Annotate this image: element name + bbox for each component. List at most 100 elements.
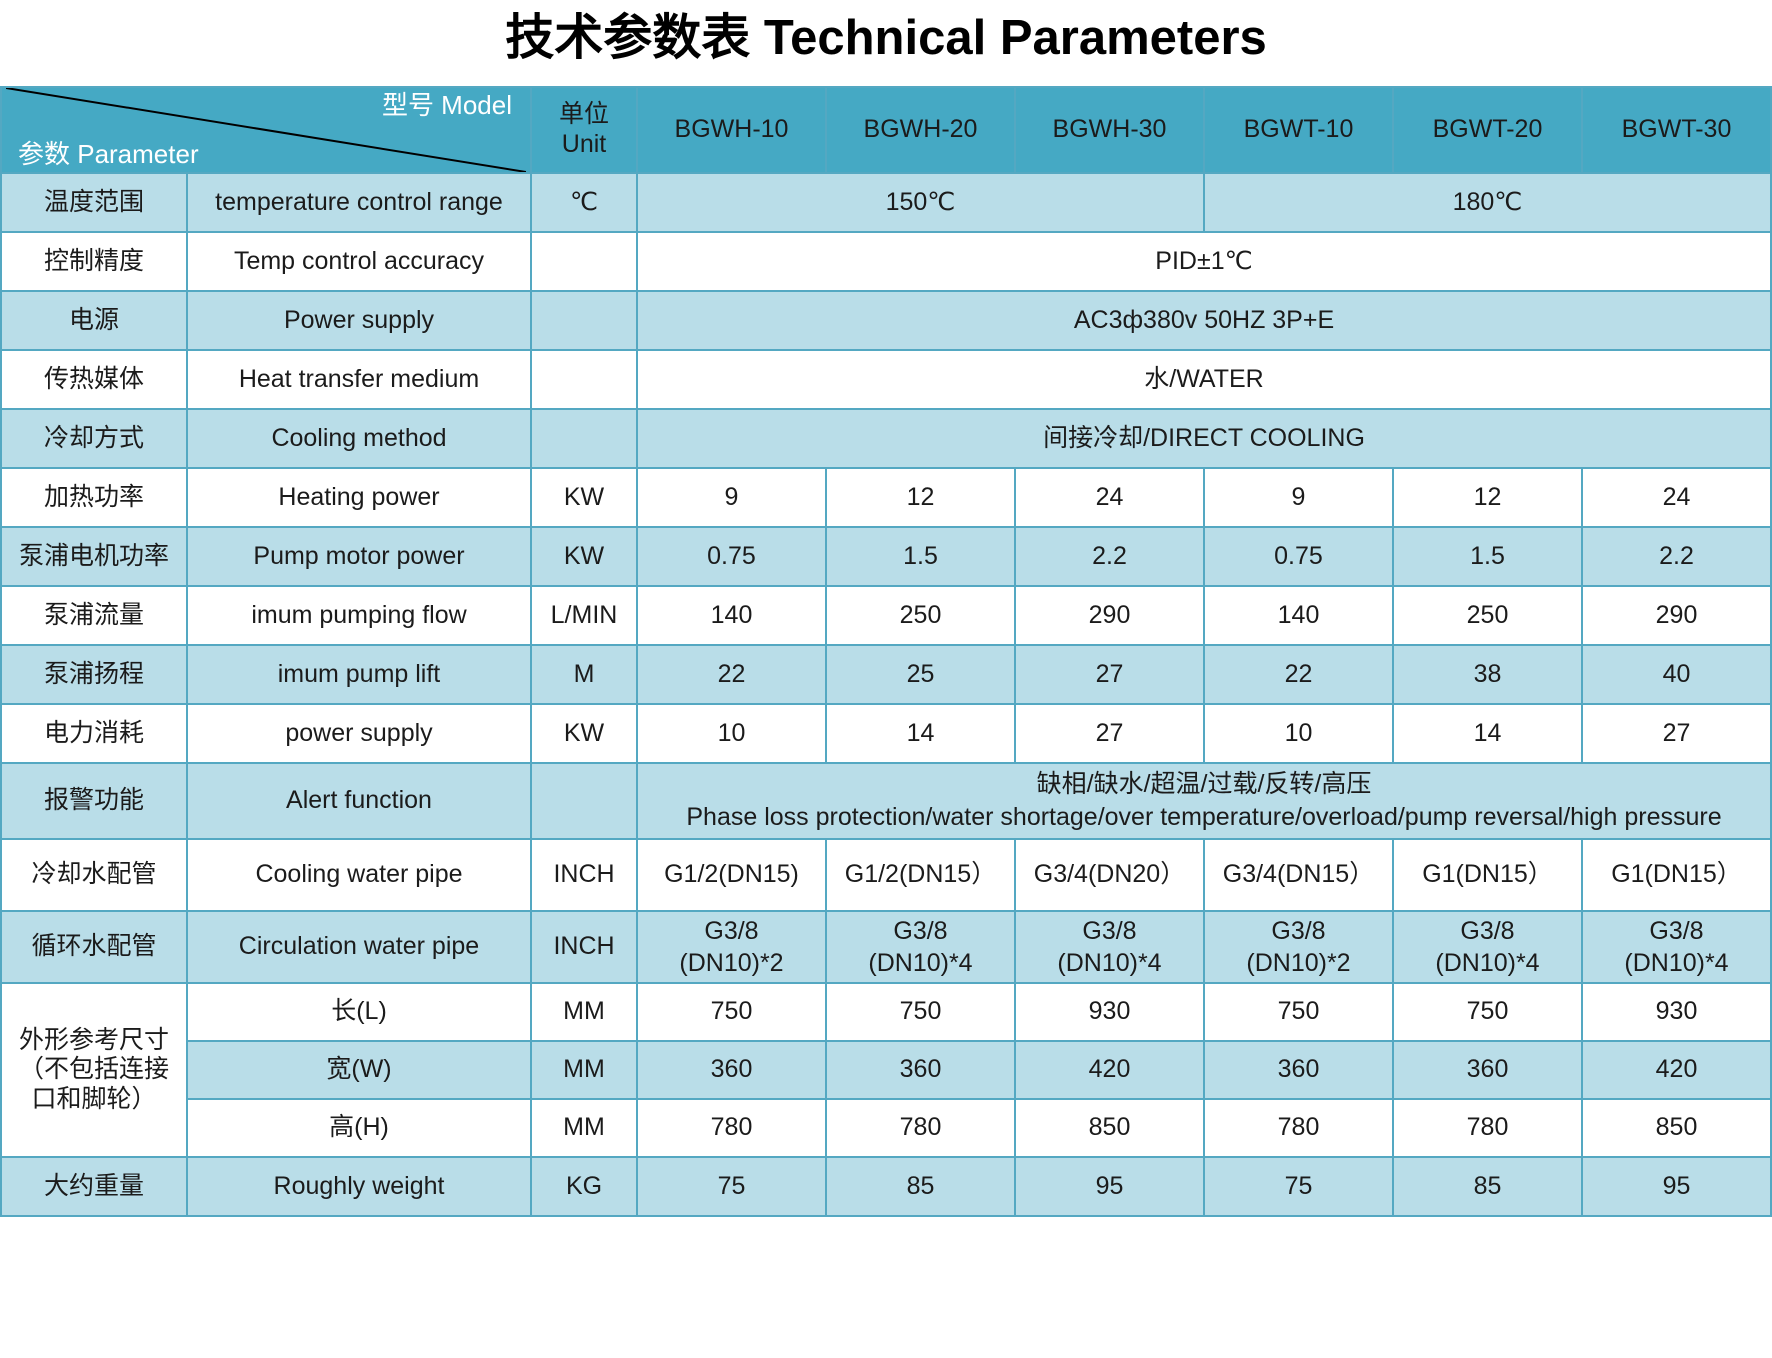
cell-bgwh-10: 22 (636, 643, 827, 705)
header-model-bgwt-30: BGWT-30 (1581, 85, 1772, 174)
table-row-power-supply: 电源 Power supply AC3ф380v 50HZ 3P+E (0, 289, 1772, 351)
row-value-merged: 缺相/缺水/超温/过载/反转/高压 Phase loss protection/… (636, 761, 1772, 840)
row-value-merged: PID±1℃ (636, 230, 1772, 292)
cell-bgwh-10: 10 (636, 702, 827, 764)
cell-bgwt-30: 27 (1581, 702, 1772, 764)
cell-bgwt-20: G3/8 (DN10)*4 (1392, 909, 1583, 984)
header-unit-cell: 单位 Unit (530, 85, 638, 174)
header-model-bgwt-20: BGWT-20 (1392, 85, 1583, 174)
cell-bgwh-20: G3/8 (DN10)*4 (825, 909, 1016, 984)
cell-bgwh-10: G3/8 (DN10)*2 (636, 909, 827, 984)
row-label-cn: 控制精度 (0, 230, 188, 292)
cell-bgwh-10: 780 (636, 1097, 827, 1158)
row-unit (530, 407, 638, 469)
pipe-qty: (DN10)*2 (1246, 948, 1351, 977)
cell-bgwt-10: 10 (1203, 702, 1394, 764)
dimensions-group-label-line3: 口和脚轮） (31, 1084, 157, 1113)
cell-bgwt-10: 75 (1203, 1155, 1394, 1217)
cell-bgwt-30: 24 (1581, 466, 1772, 528)
pipe-size: G3/8 (893, 916, 948, 945)
pipe-size: G3/8 (1649, 916, 1704, 945)
table-row-dimension-width: 宽(W) MM 360 360 420 360 360 420 (1, 1039, 1772, 1100)
table-row-dimension-length: 外形参考尺寸 （不包括连接 口和脚轮） 长(L) MM 750 750 930 … (0, 981, 1772, 1158)
table-row-temperature-range: 温度范围 temperature control range ℃ 150℃ 18… (0, 171, 1772, 233)
dimension-name: 宽(W) (186, 1039, 532, 1100)
row-value-150c: 150℃ (636, 171, 1205, 233)
row-unit: MM (530, 1097, 638, 1158)
row-unit: L/MIN (530, 584, 638, 646)
row-unit: MM (530, 1039, 638, 1100)
row-label-en: imum pumping flow (186, 584, 532, 646)
row-unit: M (530, 643, 638, 705)
cell-bgwt-20: 1.5 (1392, 525, 1583, 587)
dimension-name: 高(H) (186, 1097, 532, 1158)
table-row-cooling-method: 冷却方式 Cooling method 间接冷却/DIRECT COOLING (0, 407, 1772, 469)
cell-bgwt-30: 420 (1581, 1039, 1772, 1100)
header-model-bgwh-30: BGWH-30 (1014, 85, 1205, 174)
cell-bgwh-30: 27 (1014, 702, 1205, 764)
row-label-en: Power supply (186, 289, 532, 351)
cell-bgwt-10: G3/8 (DN10)*2 (1203, 909, 1394, 984)
cell-bgwh-20: 250 (825, 584, 1016, 646)
table-row-heat-transfer-medium: 传热媒体 Heat transfer medium 水/WATER (0, 348, 1772, 410)
pipe-size: G3/8 (1460, 916, 1515, 945)
row-unit (530, 348, 638, 410)
cell-bgwt-20: 38 (1392, 643, 1583, 705)
row-label-en: Alert function (186, 761, 532, 840)
cell-bgwh-10: G1/2(DN15) (636, 837, 827, 912)
cell-bgwt-10: 780 (1203, 1097, 1394, 1158)
row-label-cn: 泵浦流量 (0, 584, 188, 646)
row-label-en: Circulation water pipe (186, 909, 532, 984)
cell-bgwh-20: 85 (825, 1155, 1016, 1217)
cell-bgwh-10: 0.75 (636, 525, 827, 587)
cell-bgwt-10: 140 (1203, 584, 1394, 646)
pipe-size: G3/8 (1271, 916, 1326, 945)
table-row-pump-lift: 泵浦扬程 imum pump lift M 22 25 27 22 38 40 (0, 643, 1772, 705)
row-label-en: Temp control accuracy (186, 230, 532, 292)
row-label-en: temperature control range (186, 171, 532, 233)
cell-bgwt-30: 2.2 (1581, 525, 1772, 587)
cell-bgwt-10: 750 (1203, 981, 1394, 1042)
row-unit: INCH (530, 837, 638, 912)
pipe-size: G3/8 (1082, 916, 1137, 945)
table-row-dimension-height: 高(H) MM 780 780 850 780 780 850 (1, 1097, 1772, 1158)
cell-bgwt-20: 250 (1392, 584, 1583, 646)
cell-bgwh-20: 780 (825, 1097, 1016, 1158)
cell-bgwt-20: G1(DN15） (1392, 837, 1583, 912)
row-label-cn: 泵浦电机功率 (0, 525, 188, 587)
table-row-alert-function: 报警功能 Alert function 缺相/缺水/超温/过载/反转/高压 Ph… (0, 761, 1772, 840)
cell-bgwt-30: 850 (1581, 1097, 1772, 1158)
cell-bgwt-10: 360 (1203, 1039, 1394, 1100)
row-value-180c: 180℃ (1203, 171, 1772, 233)
cell-bgwt-10: 22 (1203, 643, 1394, 705)
cell-bgwh-10: 75 (636, 1155, 827, 1217)
cell-bgwh-30: 95 (1014, 1155, 1205, 1217)
row-unit: KW (530, 702, 638, 764)
pipe-qty: (DN10)*2 (679, 948, 784, 977)
cell-bgwh-30: G3/8 (DN10)*4 (1014, 909, 1205, 984)
header-model-bgwh-20: BGWH-20 (825, 85, 1016, 174)
cell-bgwt-10: 9 (1203, 466, 1394, 528)
row-label-cn: 冷却方式 (0, 407, 188, 469)
pipe-qty: (DN10)*4 (1435, 948, 1540, 977)
pipe-qty: (DN10)*4 (1057, 948, 1162, 977)
row-label-en: Heating power (186, 466, 532, 528)
page-title: 技术参数表 Technical Parameters (505, 11, 1267, 65)
pipe-size: G3/8 (704, 916, 759, 945)
cell-bgwt-10: 0.75 (1203, 525, 1394, 587)
header-model-bgwh-10: BGWH-10 (636, 85, 827, 174)
cell-bgwt-30: G1(DN15） (1581, 837, 1772, 912)
header-corner-cell: 型号 Model 参数 Parameter (0, 85, 532, 174)
cell-bgwh-20: 360 (825, 1039, 1016, 1100)
row-unit: INCH (530, 909, 638, 984)
dimensions-group-label-line1: 外形参考尺寸 (18, 1025, 169, 1054)
cell-bgwt-20: 780 (1392, 1097, 1583, 1158)
cell-bgwh-30: 2.2 (1014, 525, 1205, 587)
technical-parameters-table: 型号 Model 参数 Parameter 单位 Unit BGWH-10 BG… (0, 85, 1772, 1217)
row-label-en: Cooling method (186, 407, 532, 469)
dimensions-group-label-line2: （不包括连接 (18, 1055, 169, 1084)
row-label-cn: 报警功能 (0, 761, 188, 840)
row-unit: KW (530, 525, 638, 587)
row-unit: ℃ (530, 171, 638, 233)
alert-text-cn: 缺相/缺水/超温/过载/反转/高压 (1036, 770, 1372, 799)
